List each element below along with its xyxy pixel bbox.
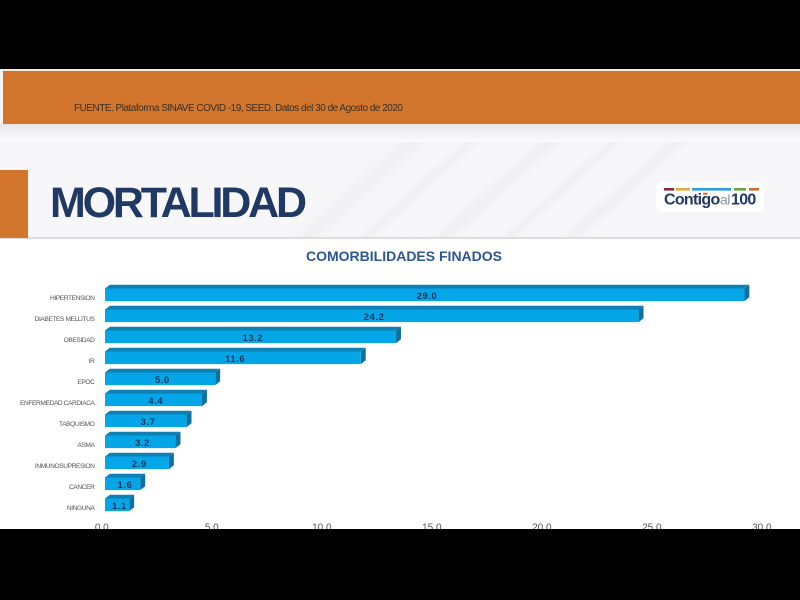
svg-text:al: al [720, 192, 730, 208]
svg-text:DIABETES MELLITUS: DIABETES MELLITUS [35, 316, 96, 323]
svg-text:HIPERTENSION: HIPERTENSION [50, 295, 95, 302]
svg-text:IR: IR [89, 358, 95, 365]
svg-text:24.2: 24.2 [364, 311, 385, 322]
svg-text:20.0: 20.0 [532, 523, 552, 530]
svg-text:29.0: 29.0 [417, 290, 438, 301]
svg-text:Contigo: Contigo [664, 192, 720, 209]
svg-text:INMUNOSUPRESION: INMUNOSUPRESION [35, 463, 95, 470]
svg-text:1.1: 1.1 [112, 500, 127, 511]
svg-text:100: 100 [731, 192, 756, 209]
svg-text:COMORBILIDADES FINADOS: COMORBILIDADES FINADOS [306, 248, 502, 264]
svg-text:10.0: 10.0 [312, 523, 332, 530]
svg-text:EPOC: EPOC [77, 379, 95, 386]
svg-text:TABQUISMO: TABQUISMO [59, 421, 95, 428]
svg-text:11.6: 11.6 [225, 353, 245, 364]
svg-text:13.2: 13.2 [243, 332, 264, 343]
svg-text:3.2: 3.2 [135, 437, 150, 448]
svg-text:NINGUNA: NINGUNA [67, 505, 96, 512]
svg-text:1.6: 1.6 [118, 479, 133, 490]
svg-text:4.4: 4.4 [148, 395, 163, 406]
svg-text:3.7: 3.7 [141, 416, 156, 427]
svg-text:0.0: 0.0 [95, 523, 109, 530]
svg-text:OBESIDAD: OBESIDAD [64, 337, 96, 344]
svg-text:ASMA: ASMA [77, 442, 95, 449]
svg-text:CANCER: CANCER [69, 484, 95, 491]
svg-text:5.0: 5.0 [155, 374, 170, 385]
svg-text:ENFERMEDAD CARDIACA: ENFERMEDAD CARDIACA [20, 400, 95, 407]
svg-text:15.0: 15.0 [422, 523, 442, 530]
svg-text:25.0: 25.0 [642, 523, 662, 530]
svg-text:5.0: 5.0 [205, 523, 219, 530]
svg-text:30.0: 30.0 [752, 523, 772, 530]
svg-text:2.9: 2.9 [132, 458, 147, 469]
